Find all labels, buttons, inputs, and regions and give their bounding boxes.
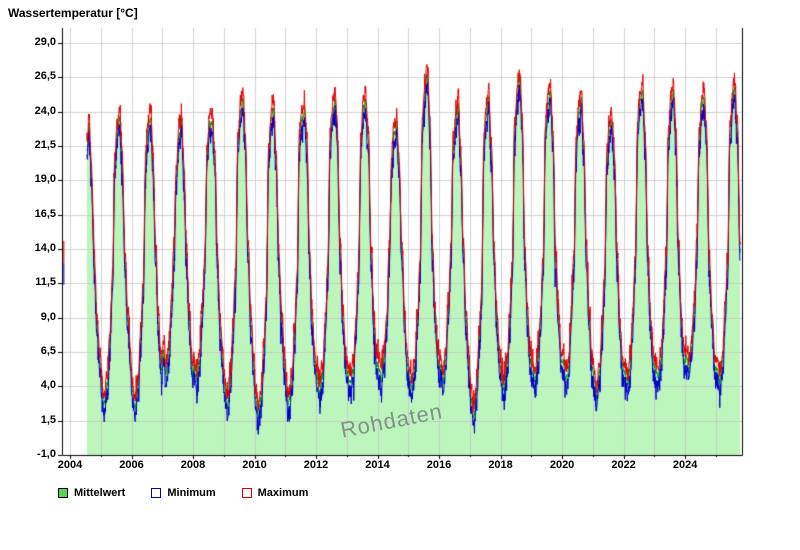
legend-label-minimum: Minimum	[167, 487, 216, 499]
y-tick-label: 6,5	[40, 345, 56, 358]
legend-label-maximum: Maximum	[257, 487, 309, 499]
x-tick-label: 2014	[365, 459, 390, 471]
y-tick-label: 24,0	[34, 104, 56, 117]
y-tick-label: 29,0	[34, 36, 56, 49]
y-tick-label: 4,0	[40, 379, 56, 392]
y-tick-label: 19,0	[34, 173, 56, 186]
x-tick-label: 2020	[549, 459, 575, 471]
y-tick-label: -1,0	[37, 448, 56, 460]
maximum-swatch-icon	[241, 488, 252, 498]
mittelwert-swatch-icon	[58, 488, 68, 498]
y-tick-label: 26,5	[34, 70, 56, 83]
y-tick-label: 11,5	[35, 276, 56, 289]
x-tick-label: 2024	[672, 459, 698, 471]
legend-label-mittelwert: Mittelwert	[74, 487, 126, 499]
legend-item-minimum: Minimum	[151, 487, 216, 499]
x-tick-label: 2018	[488, 459, 513, 471]
y-tick-label: 9,0	[40, 310, 56, 323]
x-tick-label: 2006	[119, 459, 144, 471]
y-tick-label: 14,0	[34, 242, 56, 255]
legend: Mittelwert Minimum Maximum	[58, 487, 308, 499]
legend-item-maximum: Maximum	[241, 487, 309, 499]
x-tick-label: 2012	[303, 459, 329, 471]
y-tick-label: 21,5	[34, 139, 56, 152]
minimum-swatch-icon	[151, 488, 162, 498]
y-tick-label: 1,5	[40, 413, 56, 426]
y-tick-label: 16,5	[34, 207, 56, 220]
x-tick-label: 2022	[611, 459, 636, 471]
x-tick-label: 2004	[57, 459, 83, 471]
x-tick-label: 2016	[426, 459, 452, 471]
x-tick-label: 2008	[180, 459, 206, 471]
legend-item-mittelwert: Mittelwert	[58, 487, 125, 499]
x-tick-label: 2010	[242, 459, 267, 471]
